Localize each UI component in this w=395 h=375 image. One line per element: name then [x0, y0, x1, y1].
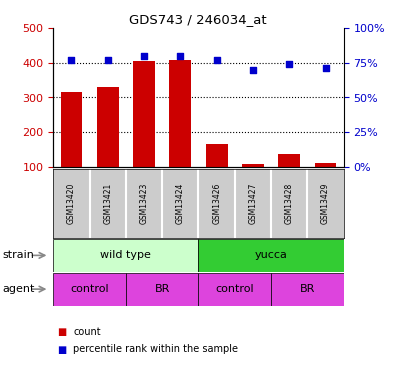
Point [286, 61, 292, 67]
Bar [60, 92, 83, 167]
Text: wild type: wild type [100, 251, 151, 260]
Text: ■: ■ [57, 327, 66, 337]
Text: count: count [73, 327, 101, 337]
Bar [242, 165, 264, 167]
Bar [169, 60, 191, 167]
Text: GSM13421: GSM13421 [103, 183, 112, 224]
Point [213, 57, 220, 63]
Point [177, 53, 184, 59]
Text: GSM13426: GSM13426 [212, 183, 221, 224]
Text: GSM13420: GSM13420 [67, 183, 76, 224]
Text: GDS743 / 246034_at: GDS743 / 246034_at [129, 13, 266, 26]
Bar [278, 154, 300, 167]
Point [141, 53, 147, 59]
Bar [126, 273, 199, 306]
Text: GSM13427: GSM13427 [248, 183, 258, 224]
Bar [53, 239, 199, 272]
Bar [53, 273, 126, 306]
Text: yucca: yucca [255, 251, 288, 260]
Text: GSM13424: GSM13424 [176, 183, 185, 224]
Point [322, 65, 329, 71]
Text: agent: agent [2, 284, 34, 294]
Text: control: control [70, 284, 109, 294]
Text: strain: strain [2, 251, 34, 260]
Text: ■: ■ [57, 345, 66, 354]
Text: GSM13429: GSM13429 [321, 183, 330, 224]
Text: BR: BR [300, 284, 315, 294]
Text: GSM13428: GSM13428 [285, 183, 294, 224]
Text: BR: BR [154, 284, 170, 294]
Bar [199, 273, 271, 306]
Point [105, 57, 111, 63]
Text: percentile rank within the sample: percentile rank within the sample [73, 345, 238, 354]
Text: control: control [215, 284, 254, 294]
Bar [199, 239, 344, 272]
Point [68, 57, 75, 63]
Point [250, 67, 256, 73]
Bar [314, 164, 337, 167]
Bar [97, 87, 118, 167]
Bar [271, 273, 344, 306]
Text: GSM13423: GSM13423 [139, 183, 149, 224]
Bar [133, 61, 155, 167]
Bar [206, 144, 228, 167]
